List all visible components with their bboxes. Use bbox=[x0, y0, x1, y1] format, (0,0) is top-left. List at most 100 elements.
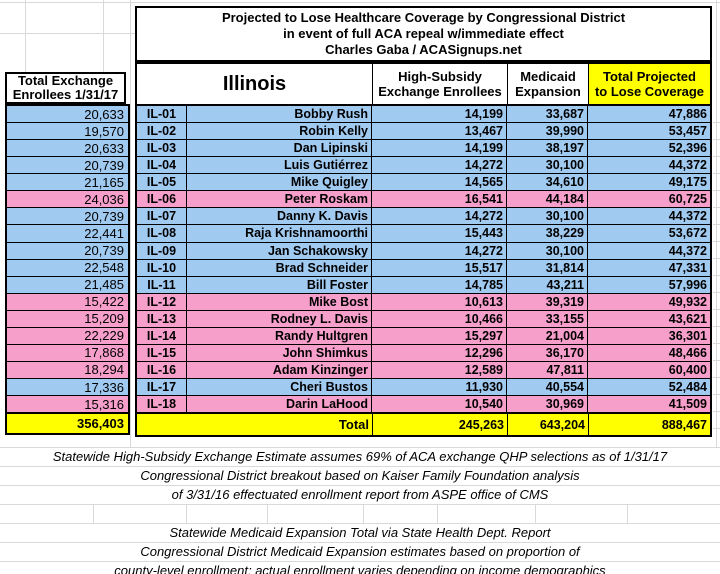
exchange-enrollees-cell[interactable]: 20,633 bbox=[7, 140, 128, 158]
medicaid-cell[interactable]: 21,004 bbox=[507, 327, 588, 344]
medicaid-cell[interactable]: 44,184 bbox=[507, 191, 588, 208]
exchange-enrollees-cell[interactable]: 21,485 bbox=[7, 276, 128, 294]
district-cell[interactable]: IL-10 bbox=[137, 259, 187, 276]
exchange-enrollees-cell[interactable]: 20,739 bbox=[7, 208, 128, 226]
rep-name-cell[interactable]: Peter Roskam bbox=[187, 191, 372, 208]
district-cell[interactable]: IL-09 bbox=[137, 242, 187, 259]
high-subsidy-cell[interactable]: 13,467 bbox=[372, 123, 507, 140]
medicaid-cell[interactable]: 30,100 bbox=[507, 157, 588, 174]
lose-coverage-cell[interactable]: 36,301 bbox=[668, 328, 707, 343]
lose-coverage-cell[interactable]: 53,457 bbox=[668, 124, 707, 139]
exchange-enrollees-cell[interactable]: 18,294 bbox=[7, 361, 128, 379]
district-cell[interactable]: IL-11 bbox=[137, 276, 187, 293]
district-cell[interactable]: IL-13 bbox=[137, 310, 187, 327]
high-subsidy-cell[interactable]: 10,613 bbox=[372, 293, 507, 310]
rep-name-cell[interactable]: Darin LaHood bbox=[187, 396, 372, 413]
district-cell[interactable]: IL-15 bbox=[137, 344, 187, 361]
medicaid-cell[interactable]: 39,990 bbox=[507, 123, 588, 140]
lose-coverage-cell[interactable]: 44,372 bbox=[668, 209, 707, 224]
lose-coverage-cell[interactable]: 52,484 bbox=[668, 380, 707, 395]
high-subsidy-cell[interactable]: 15,297 bbox=[372, 327, 507, 344]
lose-coverage-cell[interactable]: 49,175 bbox=[668, 175, 707, 190]
exchange-enrollees-cell[interactable]: 20,633 bbox=[7, 106, 128, 124]
medicaid-cell[interactable]: 30,100 bbox=[507, 242, 588, 259]
district-cell[interactable]: IL-02 bbox=[137, 123, 187, 140]
exchange-enrollees-cell[interactable]: 22,441 bbox=[7, 225, 128, 243]
total-label-cell[interactable]: Total bbox=[137, 414, 373, 435]
lose-coverage-cell[interactable]: 47,886 bbox=[668, 107, 707, 122]
rep-name-cell[interactable]: Jan Schakowsky bbox=[187, 242, 372, 259]
exchange-enrollees-cell[interactable]: 22,229 bbox=[7, 327, 128, 345]
district-cell[interactable]: IL-18 bbox=[137, 396, 187, 413]
rep-name-cell[interactable]: Bobby Rush bbox=[187, 106, 372, 123]
rep-name-cell[interactable]: Adam Kinzinger bbox=[187, 361, 372, 378]
medicaid-cell[interactable]: 31,814 bbox=[507, 259, 588, 276]
high-subsidy-cell[interactable]: 10,540 bbox=[372, 396, 507, 413]
high-subsidy-cell[interactable]: 16,541 bbox=[372, 191, 507, 208]
high-subsidy-cell[interactable]: 12,296 bbox=[372, 344, 507, 361]
district-cell[interactable]: IL-06 bbox=[137, 191, 187, 208]
exchange-enrollees-total-cell[interactable]: 356,403 bbox=[7, 412, 128, 433]
medicaid-cell[interactable]: 40,554 bbox=[507, 379, 588, 396]
medicaid-cell[interactable]: 30,100 bbox=[507, 208, 588, 225]
district-cell[interactable]: IL-14 bbox=[137, 327, 187, 344]
exchange-enrollees-cell[interactable]: 20,739 bbox=[7, 157, 128, 175]
lose-coverage-cell[interactable]: 60,725 bbox=[668, 192, 707, 207]
district-cell[interactable]: IL-17 bbox=[137, 379, 187, 396]
medicaid-cell[interactable]: 30,969 bbox=[507, 396, 588, 413]
high-subsidy-cell[interactable]: 11,930 bbox=[372, 379, 507, 396]
district-cell[interactable]: IL-16 bbox=[137, 361, 187, 378]
high-subsidy-cell[interactable]: 14,785 bbox=[372, 276, 507, 293]
exchange-enrollees-cell[interactable]: 15,209 bbox=[7, 310, 128, 328]
lose-coverage-cell[interactable]: 53,672 bbox=[668, 226, 707, 241]
lose-coverage-cell[interactable]: 52,396 bbox=[668, 141, 707, 156]
high-subsidy-cell[interactable]: 14,272 bbox=[372, 157, 507, 174]
exchange-enrollees-cell[interactable]: 15,422 bbox=[7, 293, 128, 311]
rep-name-cell[interactable]: Mike Quigley bbox=[187, 174, 372, 191]
district-cell[interactable]: IL-01 bbox=[137, 106, 187, 123]
rep-name-cell[interactable]: Robin Kelly bbox=[187, 123, 372, 140]
high-subsidy-cell[interactable]: 15,517 bbox=[372, 259, 507, 276]
high-subsidy-cell[interactable]: 10,466 bbox=[372, 310, 507, 327]
lose-coverage-cell[interactable]: 49,932 bbox=[668, 294, 707, 309]
lose-coverage-cell[interactable]: 41,509 bbox=[668, 397, 707, 412]
district-cell[interactable]: IL-03 bbox=[137, 140, 187, 157]
medicaid-cell[interactable]: 33,687 bbox=[507, 106, 588, 123]
lose-coverage-cell[interactable]: 44,372 bbox=[668, 243, 707, 258]
medicaid-cell[interactable]: 36,170 bbox=[507, 344, 588, 361]
high-subsidy-cell[interactable]: 12,589 bbox=[372, 361, 507, 378]
high-subsidy-cell[interactable]: 14,565 bbox=[372, 174, 507, 191]
district-cell[interactable]: IL-12 bbox=[137, 293, 187, 310]
exchange-enrollees-cell[interactable]: 19,570 bbox=[7, 123, 128, 141]
exchange-enrollees-cell[interactable]: 20,739 bbox=[7, 242, 128, 260]
high-subsidy-cell[interactable]: 14,199 bbox=[372, 140, 507, 157]
high-subsidy-cell[interactable]: 14,272 bbox=[372, 242, 507, 259]
medicaid-cell[interactable]: 38,229 bbox=[507, 225, 588, 242]
medicaid-cell[interactable]: 38,197 bbox=[507, 140, 588, 157]
rep-name-cell[interactable]: Raja Krishnamoorthi bbox=[187, 225, 372, 242]
district-cell[interactable]: IL-08 bbox=[137, 225, 187, 242]
lose-coverage-cell[interactable]: 43,621 bbox=[668, 311, 707, 326]
lose-coverage-cell[interactable]: 57,996 bbox=[668, 277, 707, 292]
rep-name-cell[interactable]: John Shimkus bbox=[187, 344, 372, 361]
lose-coverage-cell[interactable]: 48,466 bbox=[668, 345, 707, 360]
exchange-enrollees-cell[interactable]: 22,548 bbox=[7, 259, 128, 277]
medicaid-cell[interactable]: 43,211 bbox=[507, 276, 588, 293]
district-cell[interactable]: IL-07 bbox=[137, 208, 187, 225]
high-subsidy-cell[interactable]: 14,199 bbox=[372, 106, 507, 123]
exchange-enrollees-cell[interactable]: 24,036 bbox=[7, 191, 128, 209]
district-cell[interactable]: IL-05 bbox=[137, 174, 187, 191]
medicaid-cell[interactable]: 33,155 bbox=[507, 310, 588, 327]
rep-name-cell[interactable]: Luis Gutiérrez bbox=[187, 157, 372, 174]
medicaid-cell[interactable]: 34,610 bbox=[507, 174, 588, 191]
rep-name-cell[interactable]: Cheri Bustos bbox=[187, 379, 372, 396]
medicaid-total-cell[interactable]: 643,204 bbox=[508, 414, 589, 435]
high-subsidy-cell[interactable]: 15,443 bbox=[372, 225, 507, 242]
medicaid-cell[interactable]: 39,319 bbox=[507, 293, 588, 310]
rep-name-cell[interactable]: Danny K. Davis bbox=[187, 208, 372, 225]
lose-coverage-cell[interactable]: 44,372 bbox=[668, 158, 707, 173]
rep-name-cell[interactable]: Mike Bost bbox=[187, 293, 372, 310]
high-subsidy-cell[interactable]: 14,272 bbox=[372, 208, 507, 225]
rep-name-cell[interactable]: Brad Schneider bbox=[187, 259, 372, 276]
rep-name-cell[interactable]: Rodney L. Davis bbox=[187, 310, 372, 327]
